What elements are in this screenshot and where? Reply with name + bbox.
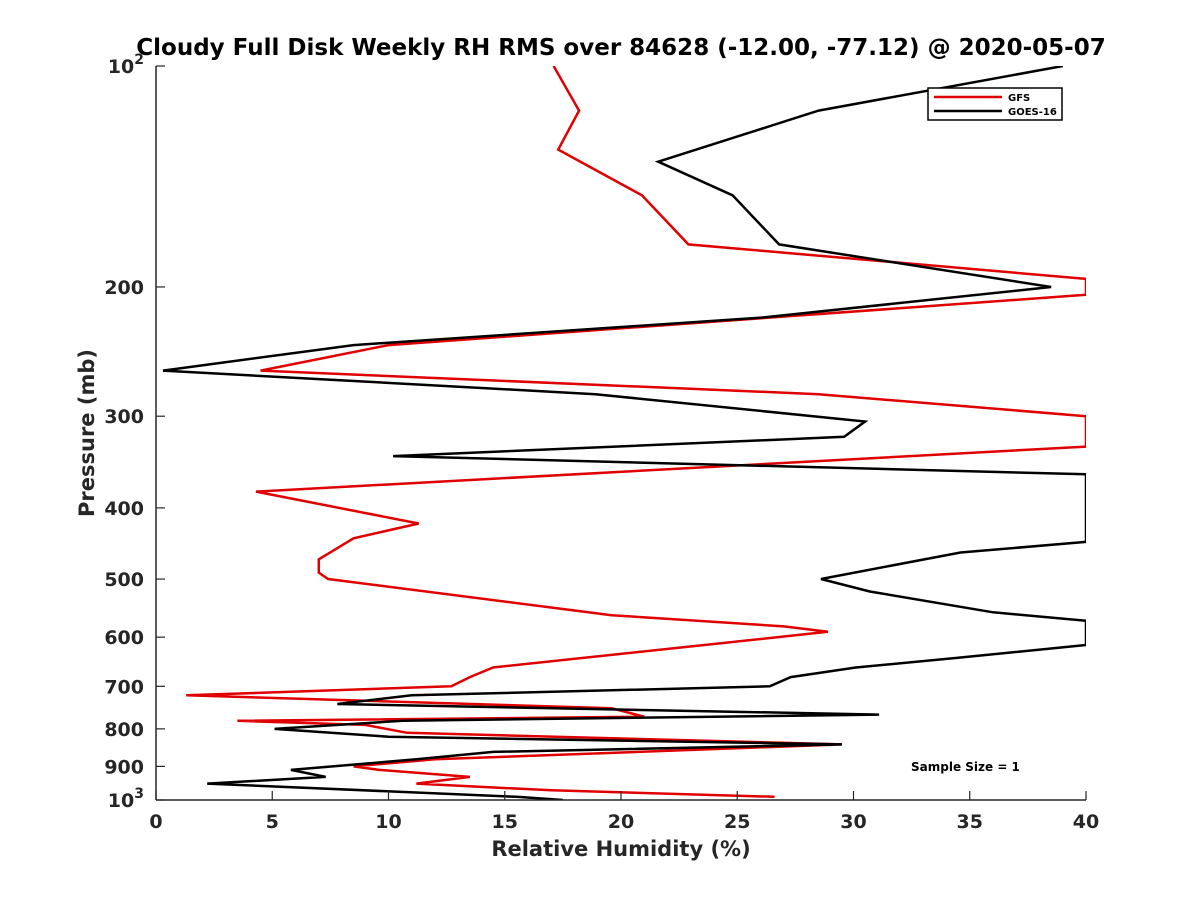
x-tick-label: 30	[840, 811, 866, 833]
y-tick-label: 900	[104, 756, 144, 778]
y-tick-label: 800	[104, 719, 144, 741]
y-tick-label: 400	[104, 498, 144, 520]
x-tick-label: 10	[375, 811, 401, 833]
x-tick-label: 35	[957, 811, 983, 833]
series-line-gfs	[186, 66, 1086, 799]
legend-label-goes16: GOES-16	[1008, 107, 1057, 118]
y-tick-label: 103	[108, 786, 144, 812]
y-axis-label: Pressure (mb)	[75, 349, 99, 517]
x-axis-label: Relative Humidity (%)	[491, 837, 750, 861]
y-tick-label: 300	[104, 406, 144, 428]
legend-box	[927, 87, 1063, 121]
x-tick-label: 25	[724, 811, 750, 833]
x-tick-label: 40	[1073, 811, 1099, 833]
x-tick-label: 5	[266, 811, 279, 833]
sample-size-annotation: Sample Size = 1	[911, 760, 1020, 774]
y-tick-label: 200	[104, 277, 144, 299]
x-tick-label: 15	[492, 811, 518, 833]
legend: GFS GOES-16	[927, 87, 1063, 121]
axes-layer: 0 5 10 15 20 25 30 35 40 102 200 300 400 500 600 700 800…	[104, 52, 1099, 833]
legend-label-gfs: GFS	[1008, 93, 1030, 104]
x-tick-label: 20	[608, 811, 634, 833]
series-layer	[162, 66, 1086, 800]
y-tick-label: 102	[108, 52, 144, 78]
series-line-goes16	[162, 66, 1086, 800]
chart-title: Cloudy Full Disk Weekly RH RMS over 8462…	[136, 35, 1105, 61]
y-tick-label: 700	[104, 676, 144, 698]
x-tick-label: 0	[149, 811, 162, 833]
y-tick-label: 500	[104, 569, 144, 591]
y-tick-label: 600	[104, 627, 144, 649]
